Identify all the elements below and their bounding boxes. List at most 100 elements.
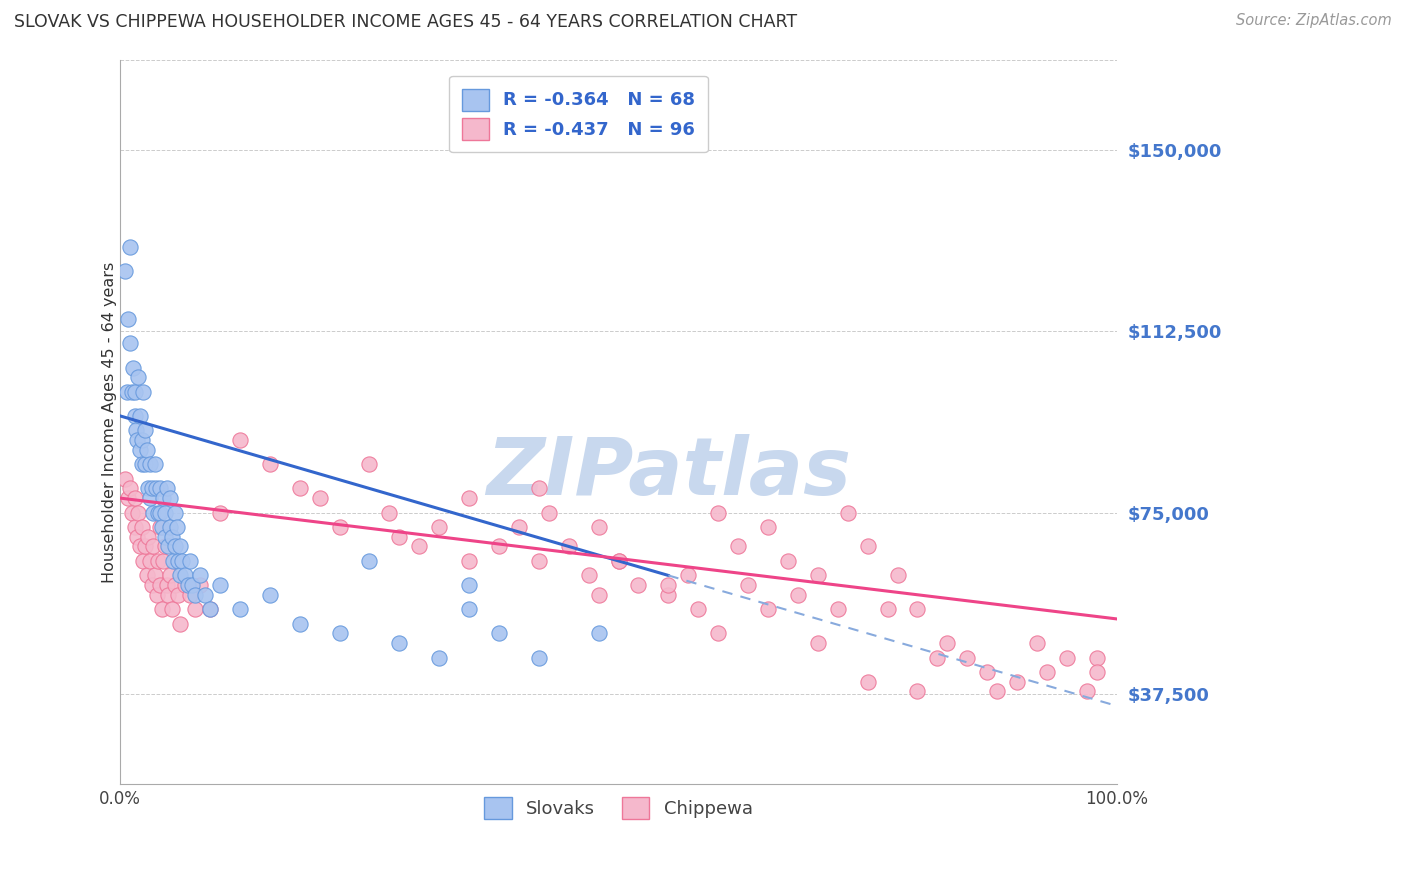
Point xyxy=(229,433,252,447)
Point xyxy=(458,578,481,592)
Point xyxy=(181,578,204,592)
Point xyxy=(117,312,139,326)
Point xyxy=(160,530,183,544)
Point xyxy=(150,520,173,534)
Point xyxy=(174,568,197,582)
Point xyxy=(886,568,908,582)
Point xyxy=(149,482,172,496)
Point xyxy=(156,578,179,592)
Point xyxy=(588,520,610,534)
Point xyxy=(141,482,163,496)
Point xyxy=(167,588,190,602)
Point xyxy=(165,578,187,592)
Point xyxy=(124,409,146,423)
Point xyxy=(1056,650,1078,665)
Point xyxy=(121,506,143,520)
Y-axis label: Householder Income Ages 45 - 64 years: Householder Income Ages 45 - 64 years xyxy=(101,261,117,582)
Point xyxy=(458,491,481,505)
Point xyxy=(167,554,190,568)
Point xyxy=(408,540,430,554)
Point xyxy=(856,674,879,689)
Point xyxy=(160,602,183,616)
Point xyxy=(120,336,142,351)
Point xyxy=(127,530,149,544)
Point xyxy=(488,626,510,640)
Point xyxy=(127,433,149,447)
Point xyxy=(146,588,169,602)
Point xyxy=(707,626,730,640)
Point xyxy=(139,491,162,505)
Point xyxy=(131,520,153,534)
Point xyxy=(179,554,201,568)
Point xyxy=(132,384,155,399)
Point xyxy=(117,384,139,399)
Point xyxy=(807,568,830,582)
Point xyxy=(159,520,181,534)
Point xyxy=(177,578,200,592)
Point xyxy=(131,433,153,447)
Point xyxy=(136,442,159,457)
Point xyxy=(627,578,650,592)
Point xyxy=(121,384,143,399)
Point xyxy=(146,554,169,568)
Point xyxy=(527,650,550,665)
Point xyxy=(527,554,550,568)
Point xyxy=(134,540,156,554)
Legend: Slovaks, Chippewa: Slovaks, Chippewa xyxy=(477,789,759,826)
Point xyxy=(737,578,759,592)
Point xyxy=(188,578,211,592)
Point xyxy=(153,530,176,544)
Point xyxy=(198,602,221,616)
Point xyxy=(488,540,510,554)
Point xyxy=(1026,636,1049,650)
Point xyxy=(141,578,163,592)
Point xyxy=(927,650,949,665)
Point xyxy=(657,578,679,592)
Point xyxy=(120,240,142,254)
Point xyxy=(527,482,550,496)
Point xyxy=(198,602,221,616)
Point xyxy=(169,568,191,582)
Point xyxy=(152,491,174,505)
Point xyxy=(229,602,252,616)
Point xyxy=(149,578,172,592)
Point xyxy=(114,472,136,486)
Point xyxy=(157,540,180,554)
Point xyxy=(378,506,401,520)
Point xyxy=(136,530,159,544)
Point xyxy=(827,602,849,616)
Point xyxy=(162,554,184,568)
Point xyxy=(174,578,197,592)
Point xyxy=(153,540,176,554)
Point xyxy=(607,554,630,568)
Point xyxy=(131,458,153,472)
Point xyxy=(288,482,311,496)
Point xyxy=(328,626,350,640)
Point xyxy=(184,602,207,616)
Point xyxy=(588,626,610,640)
Point xyxy=(388,530,411,544)
Point xyxy=(688,602,710,616)
Point xyxy=(124,520,146,534)
Point xyxy=(166,520,188,534)
Point xyxy=(907,602,929,616)
Point xyxy=(149,520,172,534)
Point xyxy=(1005,674,1028,689)
Point xyxy=(142,540,165,554)
Point xyxy=(145,482,167,496)
Point xyxy=(143,458,166,472)
Point xyxy=(756,602,779,616)
Point xyxy=(776,554,799,568)
Point xyxy=(388,636,411,650)
Point xyxy=(157,588,180,602)
Point xyxy=(132,554,155,568)
Point xyxy=(787,588,810,602)
Point xyxy=(308,491,330,505)
Point xyxy=(188,568,211,582)
Point xyxy=(259,458,281,472)
Point xyxy=(359,458,381,472)
Point xyxy=(149,506,172,520)
Point xyxy=(657,588,679,602)
Point xyxy=(458,602,481,616)
Point xyxy=(179,588,201,602)
